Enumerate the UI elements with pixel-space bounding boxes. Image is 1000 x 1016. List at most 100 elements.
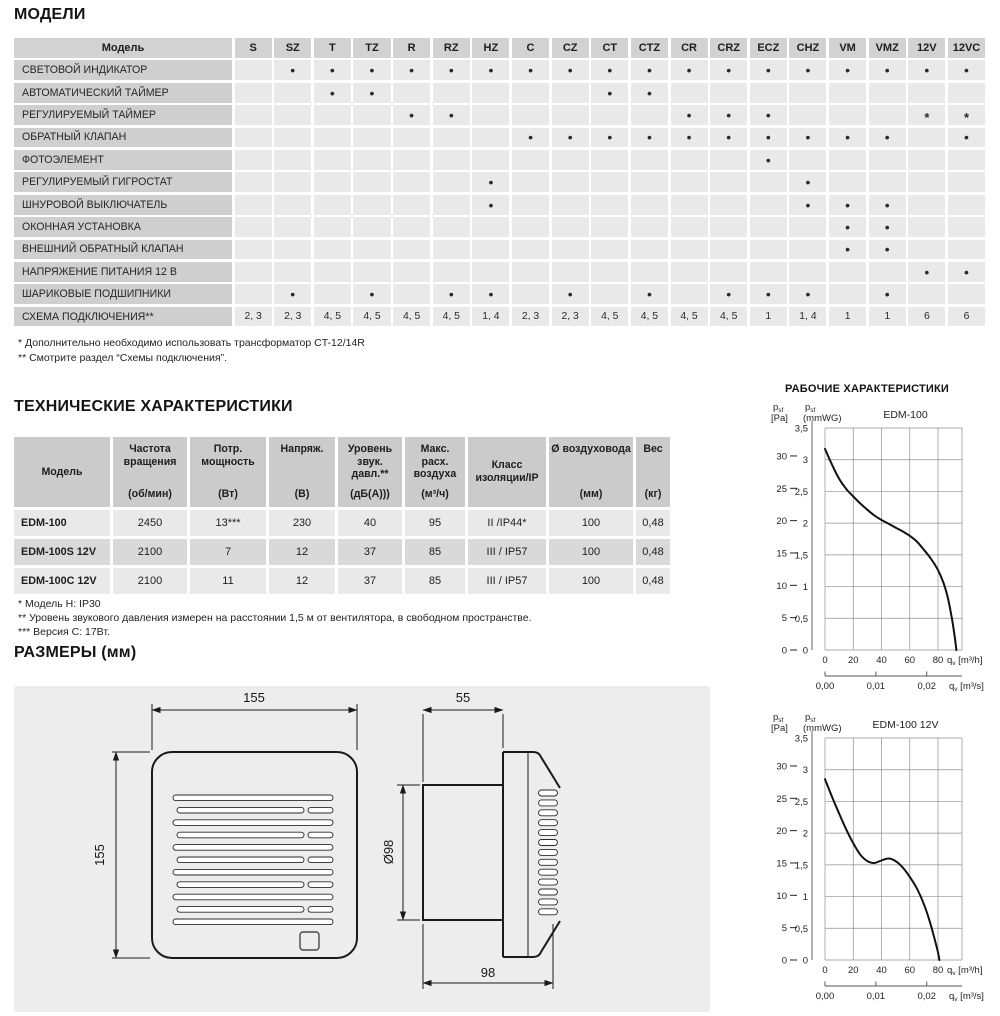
matrix-cell: 1, 4 bbox=[789, 306, 827, 327]
matrix-cell: • bbox=[947, 127, 985, 148]
tech-value: 2450 bbox=[113, 510, 187, 536]
matrix-cell: 2, 3 bbox=[274, 306, 312, 327]
matrix-cell bbox=[393, 217, 431, 237]
matrix-header-col: SZ bbox=[274, 38, 312, 58]
matrix-cell bbox=[313, 105, 351, 125]
matrix-cell bbox=[789, 82, 827, 103]
matrix-cell bbox=[591, 261, 629, 282]
matrix-cell bbox=[512, 172, 550, 193]
matrix-cell: • bbox=[630, 127, 668, 148]
matrix-cell bbox=[749, 217, 787, 237]
matrix-cell bbox=[234, 60, 272, 81]
matrix-cell: • bbox=[868, 127, 906, 148]
matrix-cell: 2, 3 bbox=[234, 306, 272, 327]
matrix-cell: • bbox=[670, 60, 708, 81]
matrix-cell bbox=[670, 194, 708, 215]
matrix-cell: 2, 3 bbox=[512, 306, 550, 327]
tech-value: 13*** bbox=[190, 510, 266, 536]
matrix-header-model: Модель bbox=[14, 38, 232, 58]
svg-text:3,5: 3,5 bbox=[795, 423, 808, 434]
svg-text:3: 3 bbox=[803, 455, 808, 466]
svg-text:30: 30 bbox=[776, 761, 787, 772]
grille-slats bbox=[172, 794, 334, 926]
matrix-cell: • bbox=[749, 127, 787, 148]
tech-value: 0,48 bbox=[636, 539, 670, 565]
svg-text:20: 20 bbox=[776, 826, 787, 837]
matrix-cell: 4, 5 bbox=[313, 306, 351, 327]
matrix-cell: • bbox=[512, 60, 550, 81]
matrix-cell bbox=[829, 284, 867, 305]
matrix-cell bbox=[908, 127, 946, 148]
tech-section-title: ТЕХНИЧЕСКИЕ ХАРАКТЕРИСТИКИ bbox=[14, 398, 293, 415]
matrix-cell bbox=[670, 149, 708, 170]
matrix-cell bbox=[789, 239, 827, 260]
tech-value: 0,48 bbox=[636, 510, 670, 536]
matrix-header-col: S bbox=[234, 38, 272, 58]
svg-text:psf: psf bbox=[805, 402, 816, 414]
total-depth-dim: 98 bbox=[481, 965, 495, 980]
svg-text:0: 0 bbox=[803, 646, 808, 657]
matrix-cell: • bbox=[432, 105, 470, 125]
svg-text:0,02: 0,02 bbox=[917, 681, 936, 692]
matrix-cell bbox=[512, 284, 550, 305]
matrix-cell: • bbox=[947, 60, 985, 81]
matrix-cell bbox=[353, 127, 391, 148]
matrix-cell bbox=[749, 82, 787, 103]
matrix-cell bbox=[393, 261, 431, 282]
matrix-cell bbox=[274, 261, 312, 282]
matrix-cell bbox=[710, 172, 748, 193]
matrix-cell bbox=[789, 105, 827, 125]
matrix-cell: • bbox=[789, 127, 827, 148]
matrix-cell bbox=[551, 239, 589, 260]
matrix-cell bbox=[908, 149, 946, 170]
svg-text:1: 1 bbox=[803, 582, 808, 593]
matrix-cell bbox=[234, 217, 272, 237]
matrix-cell bbox=[630, 261, 668, 282]
matrix-cell bbox=[472, 239, 510, 260]
matrix-cell bbox=[432, 149, 470, 170]
matrix-cell bbox=[274, 217, 312, 237]
matrix-cell bbox=[472, 82, 510, 103]
matrix-header-col: CRZ bbox=[710, 38, 748, 58]
svg-text:(mmWG): (mmWG) bbox=[803, 723, 842, 734]
matrix-cell bbox=[789, 261, 827, 282]
matrix-cell bbox=[789, 149, 827, 170]
svg-text:1: 1 bbox=[803, 892, 808, 903]
matrix-cell bbox=[472, 149, 510, 170]
models-feature-matrix: Модель S SZ T TZ R RZ HZ C CZ CT CTZ CR CRZ ECZ CHZ VM VM… bbox=[14, 38, 985, 327]
matrix-cell: 4, 5 bbox=[353, 306, 391, 327]
matrix-cell bbox=[313, 217, 351, 237]
duct-diameter-dim: Ø98 bbox=[381, 840, 396, 865]
matrix-cell: 1, 4 bbox=[472, 306, 510, 327]
svg-text:0: 0 bbox=[822, 655, 827, 666]
matrix-cell: • bbox=[274, 60, 312, 81]
front-view-drawing bbox=[112, 704, 358, 959]
matrix-cell bbox=[670, 261, 708, 282]
tech-header: Макс. расх. воздуха (м³/ч) bbox=[405, 437, 465, 507]
matrix-cell: • bbox=[591, 82, 629, 103]
matrix-cell bbox=[591, 194, 629, 215]
matrix-cell: • bbox=[947, 261, 985, 282]
tech-value: 12 bbox=[269, 568, 335, 594]
svg-text:20: 20 bbox=[776, 516, 787, 527]
matrix-cell bbox=[591, 217, 629, 237]
matrix-cell: 4, 5 bbox=[432, 306, 470, 327]
svg-text:60: 60 bbox=[904, 965, 915, 976]
matrix-header-col: T bbox=[313, 38, 351, 58]
matrix-cell: • bbox=[551, 284, 589, 305]
matrix-cell bbox=[670, 239, 708, 260]
matrix-cell bbox=[829, 82, 867, 103]
svg-text:(mmWG): (mmWG) bbox=[803, 413, 842, 424]
matrix-cell: • bbox=[591, 60, 629, 81]
matrix-cell bbox=[829, 149, 867, 170]
matrix-cell bbox=[472, 127, 510, 148]
svg-text:0: 0 bbox=[782, 646, 787, 657]
grille-fins bbox=[538, 789, 558, 916]
matrix-cell bbox=[670, 172, 708, 193]
matrix-cell bbox=[313, 194, 351, 215]
matrix-cell bbox=[432, 217, 470, 237]
matrix-cell bbox=[353, 217, 391, 237]
svg-text:30: 30 bbox=[776, 451, 787, 462]
matrix-cell bbox=[947, 194, 985, 215]
